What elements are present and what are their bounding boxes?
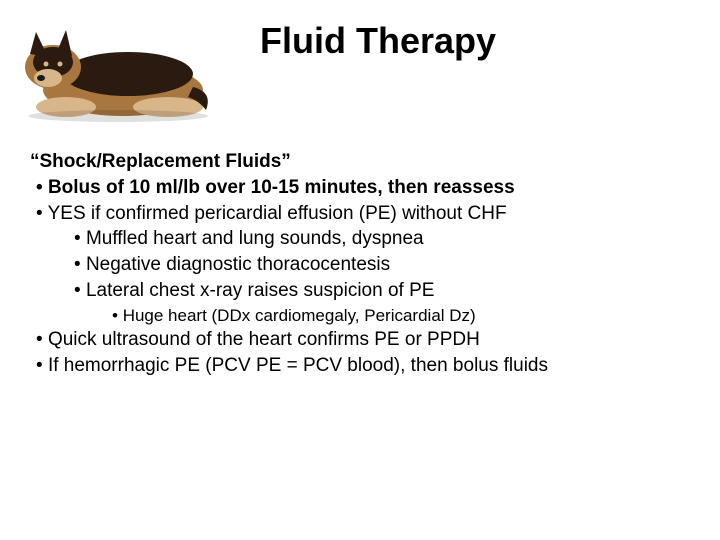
bullet-bolus: • Bolus of 10 ml/lb over 10-15 minutes, … bbox=[36, 176, 700, 200]
dog-image bbox=[8, 12, 218, 122]
bullet-ultrasound-text: Quick ultrasound of the heart confirms P… bbox=[48, 329, 480, 350]
bullet-huge-heart-text: Huge heart (DDx cardiomegaly, Pericardia… bbox=[123, 306, 476, 325]
bullet-muffled-text: Muffled heart and lung sounds, dyspnea bbox=[86, 228, 424, 249]
bullet-xray-text: Lateral chest x-ray raises suspicion of … bbox=[86, 280, 435, 301]
bullet-hemorrhagic: • If hemorrhagic PE (PCV PE = PCV blood)… bbox=[36, 354, 700, 378]
slide-body: “Shock/Replacement Fluids” • Bolus of 10… bbox=[30, 150, 700, 379]
bullet-yes-pe: • YES if confirmed pericardial effusion … bbox=[36, 202, 700, 226]
bullet-thoracocentesis: • Negative diagnostic thoracocentesis bbox=[74, 253, 700, 277]
bullet-ultrasound: • Quick ultrasound of the heart confirms… bbox=[36, 328, 700, 352]
slide-title: Fluid Therapy bbox=[260, 20, 496, 62]
bullet-muffled: • Muffled heart and lung sounds, dyspnea bbox=[74, 227, 700, 251]
bullet-thoracocentesis-text: Negative diagnostic thoracocentesis bbox=[86, 254, 390, 275]
bullet-xray: • Lateral chest x-ray raises suspicion o… bbox=[74, 279, 700, 303]
bullet-bolus-text: Bolus of 10 ml/lb over 10-15 minutes, th… bbox=[48, 177, 515, 198]
bullet-huge-heart: • Huge heart (DDx cardiomegaly, Pericard… bbox=[112, 305, 700, 326]
bullet-yes-pe-text: YES if confirmed pericardial effusion (P… bbox=[48, 203, 507, 224]
subheading: “Shock/Replacement Fluids” bbox=[30, 150, 700, 174]
bullet-hemorrhagic-text: If hemorrhagic PE (PCV PE = PCV blood), … bbox=[48, 355, 548, 376]
